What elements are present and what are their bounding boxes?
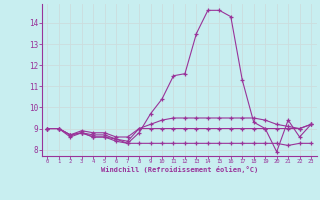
X-axis label: Windchill (Refroidissement éolien,°C): Windchill (Refroidissement éolien,°C) [100,166,258,173]
